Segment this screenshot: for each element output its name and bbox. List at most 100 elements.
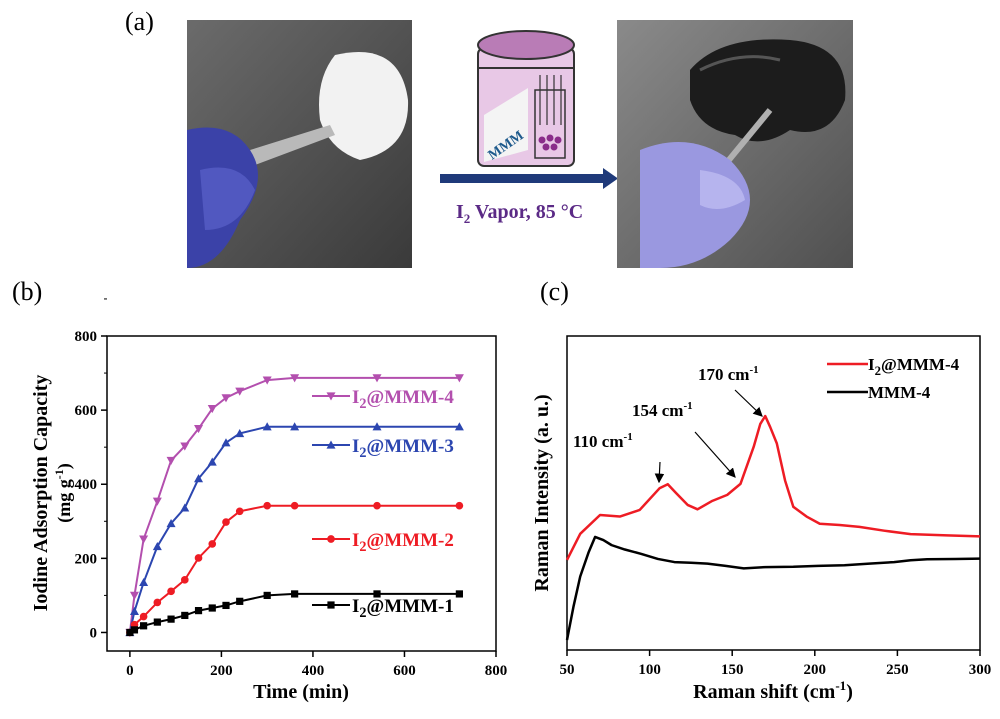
data-point bbox=[167, 615, 175, 623]
x-axis-label: Time (min) bbox=[253, 681, 349, 703]
legend-label: I2@MMM-4 bbox=[868, 355, 960, 378]
legend-label: MMM-4 bbox=[868, 383, 931, 402]
y-tick-label: 600 bbox=[75, 403, 98, 419]
data-point bbox=[139, 612, 148, 621]
data-point bbox=[153, 618, 161, 626]
data-point bbox=[262, 422, 272, 431]
legend-label: I2@MMM-3 bbox=[352, 436, 454, 461]
data-point bbox=[290, 501, 299, 510]
legend-label: I2@MMM-2 bbox=[352, 530, 454, 555]
x-tick-label: 250 bbox=[886, 662, 909, 678]
data-point bbox=[130, 626, 139, 634]
legend-item: I2@MMM-4 bbox=[312, 387, 454, 412]
x-axis-label: Raman shift (cm-1) bbox=[693, 678, 853, 703]
x-tick-label: 0 bbox=[126, 663, 134, 679]
legend-item: I2@MMM-3 bbox=[312, 436, 454, 461]
data-point bbox=[194, 425, 204, 434]
arrow-head bbox=[603, 168, 618, 189]
plot-frame bbox=[106, 335, 497, 652]
panel-label-a: (a) bbox=[125, 7, 154, 36]
panel-label-c: (c) bbox=[540, 277, 569, 306]
data-point bbox=[263, 591, 271, 600]
data-point bbox=[262, 376, 272, 385]
annotation-arrow bbox=[654, 461, 665, 484]
data-point bbox=[208, 604, 216, 612]
y-axis-label: Raman Intensity (a. u.) bbox=[531, 394, 553, 591]
data-point bbox=[166, 456, 176, 466]
data-point bbox=[455, 590, 463, 598]
legend-item: I2@MMM-2 bbox=[312, 530, 454, 555]
data-point bbox=[222, 518, 230, 526]
legend-label: I2@MMM-4 bbox=[352, 387, 454, 412]
data-point bbox=[454, 374, 464, 383]
data-point bbox=[129, 591, 139, 600]
iodine-vapor-jar: MMM bbox=[477, 30, 575, 167]
data-point bbox=[139, 535, 149, 544]
series-line-0 bbox=[565, 414, 981, 561]
data-point bbox=[181, 611, 189, 620]
adsorption-chart: 0 200 400 600 800 0 200 400 600 800 Time (min) Io… bbox=[30, 298, 507, 703]
series-line bbox=[128, 376, 460, 633]
data-point bbox=[153, 598, 162, 607]
series-line-1 bbox=[565, 535, 981, 641]
data-point bbox=[180, 442, 190, 451]
data-point bbox=[235, 428, 245, 438]
y-axis-label: Iodine Adsorption Capacity bbox=[30, 375, 52, 612]
data-point bbox=[235, 507, 244, 516]
data-point bbox=[290, 422, 300, 431]
y-tick-label: 200 bbox=[75, 551, 98, 567]
data-point bbox=[140, 622, 148, 630]
photo-white-membrane bbox=[187, 20, 412, 268]
legend-item: MMM-4 bbox=[827, 383, 931, 402]
y-tick-label: 800 bbox=[75, 329, 98, 345]
data-point bbox=[373, 501, 381, 510]
annotation-arrow bbox=[734, 389, 763, 417]
data-point bbox=[194, 474, 204, 483]
data-point bbox=[129, 606, 139, 615]
process-arrow bbox=[440, 168, 618, 189]
y-tick-label: 0 bbox=[90, 625, 98, 641]
series-mmm-1 bbox=[126, 590, 463, 637]
x-tick-label: 150 bbox=[721, 662, 744, 678]
legend-item: I2@MMM-4 bbox=[827, 355, 960, 378]
arrow-shaft bbox=[440, 174, 605, 183]
photo-black-membrane bbox=[617, 20, 853, 268]
data-point bbox=[263, 501, 272, 510]
x-tick-label: 50 bbox=[560, 662, 575, 678]
peak-annotation-154: 154 cm-1 bbox=[632, 400, 693, 420]
data-point bbox=[235, 387, 245, 396]
data-point bbox=[373, 590, 381, 598]
data-point bbox=[152, 497, 162, 506]
legend-item: I2@MMM-1 bbox=[312, 596, 454, 621]
data-point bbox=[455, 501, 464, 510]
x-tick-label: 600 bbox=[393, 663, 416, 679]
series-mmm-3 bbox=[125, 422, 464, 637]
data-point bbox=[152, 541, 162, 551]
peak-annotation-110: 110 cm-1 bbox=[573, 431, 633, 451]
data-point bbox=[222, 601, 230, 610]
x-tick-label: 400 bbox=[302, 663, 325, 679]
data-point bbox=[291, 590, 299, 598]
data-point bbox=[194, 607, 203, 615]
data-point bbox=[327, 535, 335, 543]
x-tick-label: 100 bbox=[638, 662, 661, 678]
data-point bbox=[372, 422, 382, 431]
x-tick-label: 200 bbox=[804, 662, 827, 678]
data-point bbox=[372, 374, 382, 383]
peak-annotation-170: 170 cm-1 bbox=[698, 364, 759, 384]
data-point bbox=[326, 440, 336, 449]
data-point bbox=[454, 422, 464, 431]
data-point bbox=[194, 554, 203, 562]
data-point bbox=[207, 457, 217, 466]
x-tick-label: 200 bbox=[210, 663, 233, 679]
raman-chart: 50 100 150 200 250 300 Raman shift (cm-1) Ram… bbox=[531, 335, 991, 703]
data-point bbox=[166, 519, 176, 528]
data-point bbox=[167, 587, 175, 596]
data-point bbox=[180, 576, 189, 584]
data-point bbox=[126, 628, 134, 637]
series-line bbox=[128, 425, 460, 633]
panel-label-b: (b) bbox=[12, 277, 42, 306]
data-point bbox=[236, 597, 244, 605]
y-axis-unit: (mg g-1) bbox=[52, 463, 75, 523]
